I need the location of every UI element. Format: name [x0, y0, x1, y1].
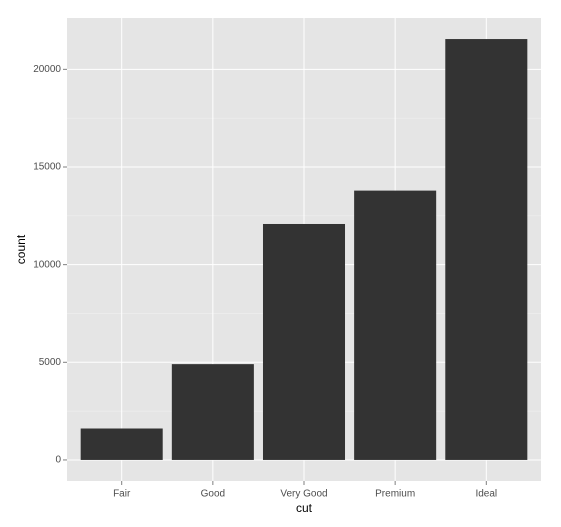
bar	[80, 428, 163, 460]
bar	[445, 39, 528, 460]
y-tick-label: 20000	[33, 64, 61, 75]
y-tick-label: 0	[55, 455, 61, 466]
bar	[262, 223, 346, 460]
bar	[171, 364, 254, 460]
x-tick-label: Fair	[113, 489, 131, 500]
x-tick-label: Ideal	[475, 489, 497, 500]
bar	[354, 190, 437, 460]
marks	[80, 39, 528, 460]
x-tick-label: Premium	[375, 489, 415, 500]
y-tick-label: 15000	[33, 162, 61, 173]
y-tick-label: 10000	[33, 259, 61, 270]
y-tick-label: 5000	[39, 357, 62, 368]
x-tick-label: Very Good	[280, 489, 327, 500]
x-tick-label: Good	[201, 489, 225, 500]
x-axis-title: cut	[296, 501, 313, 515]
y-axis-title: count	[14, 234, 28, 264]
